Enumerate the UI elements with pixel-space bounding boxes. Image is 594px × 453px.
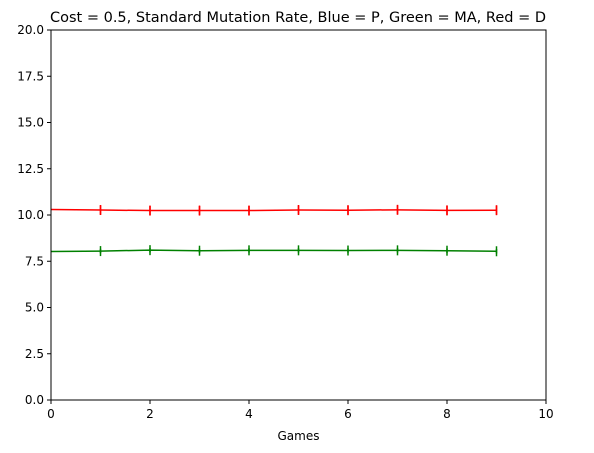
series-1 — [50, 204, 498, 216]
x-tick-label: 0 — [47, 407, 55, 421]
x-axis-label: Games — [278, 429, 320, 443]
y-tick-label: 17.5 — [17, 69, 44, 83]
chart-title: Cost = 0.5, Standard Mutation Rate, Blue… — [50, 10, 546, 26]
x-axis: 0 2 4 6 8 10 — [47, 400, 554, 421]
x-tick-label: 2 — [146, 407, 154, 421]
y-tick-label: 10.0 — [17, 208, 44, 222]
y-tick-label: 7.5 — [25, 254, 44, 268]
x-tick-label: 8 — [443, 407, 451, 421]
series-line — [50, 249, 497, 253]
y-tick-label: 20.0 — [17, 23, 44, 37]
y-tick-label: 2.5 — [25, 347, 44, 361]
series-line — [50, 208, 497, 212]
y-tick-label: 0.0 — [25, 393, 44, 407]
y-tick-label: 15.0 — [17, 116, 44, 130]
y-tick-label: 5.0 — [25, 301, 44, 315]
y-axis: 0.0 2.5 5.0 7.5 10.0 12.5 15.0 17.5 20.0 — [17, 23, 51, 407]
series-2 — [50, 245, 498, 257]
x-tick-label: 6 — [344, 407, 352, 421]
x-tick-label: 4 — [245, 407, 253, 421]
series-layer — [50, 204, 498, 257]
y-tick-label: 12.5 — [17, 162, 44, 176]
x-tick-label: 10 — [538, 407, 553, 421]
